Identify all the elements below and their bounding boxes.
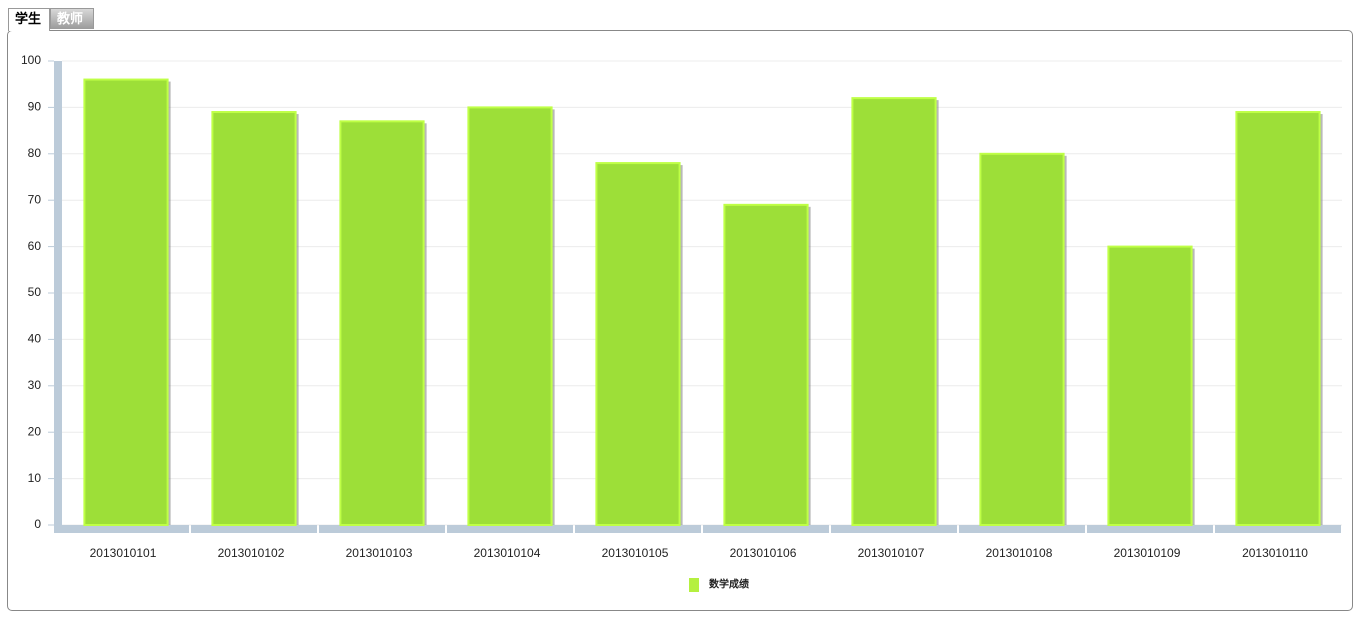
y-tick-label: 30	[28, 378, 42, 392]
y-tick-label: 70	[28, 192, 42, 206]
x-axis-bar	[319, 525, 445, 533]
x-tick-label: 2013010109	[1114, 546, 1181, 560]
bar	[1107, 245, 1193, 526]
bar	[595, 162, 681, 527]
y-tick-label: 10	[28, 471, 42, 485]
x-tick-label: 2013010106	[730, 546, 797, 560]
x-axis-bar	[575, 525, 701, 533]
x-axis-bar	[1087, 525, 1213, 533]
x-tick-label: 2013010105	[602, 546, 669, 560]
x-axis-bar	[703, 525, 829, 533]
bar	[851, 97, 937, 527]
y-tick-label: 20	[28, 424, 42, 438]
bar	[979, 152, 1065, 527]
bar	[723, 203, 809, 526]
x-tick-label: 2013010103	[346, 546, 413, 560]
bar	[83, 78, 169, 526]
x-tick-label: 2013010104	[474, 546, 541, 560]
tab[interactable]: 学生	[8, 8, 50, 31]
x-tick-label: 2013010101	[90, 546, 157, 560]
bar	[211, 111, 297, 526]
y-tick-label: 50	[28, 285, 42, 299]
x-tick-label: 2013010107	[858, 546, 925, 560]
y-tick-label: 40	[28, 332, 42, 346]
x-axis-bar	[447, 525, 573, 533]
y-tick-label: 100	[21, 53, 41, 67]
x-axis-bar	[54, 525, 189, 533]
y-tick-label: 80	[28, 146, 42, 160]
x-tick-label: 2013010102	[218, 546, 285, 560]
legend-label: 数学成绩	[709, 578, 749, 591]
legend-swatch	[689, 578, 699, 592]
x-tick-label: 2013010110	[1242, 546, 1308, 560]
y-tick-label: 0	[34, 517, 41, 531]
x-tick-label: 2013010108	[986, 546, 1053, 560]
x-axis-bar	[191, 525, 317, 533]
x-axis-bar	[831, 525, 957, 533]
y-tick-label: 60	[28, 239, 42, 253]
bar	[1235, 111, 1321, 526]
y-axis-bar	[54, 61, 62, 533]
bar	[467, 106, 553, 527]
tab[interactable]: 教师	[50, 8, 94, 29]
x-axis-bar	[959, 525, 1085, 533]
y-tick-label: 90	[28, 100, 42, 114]
bar	[339, 120, 425, 526]
x-axis-bar	[1215, 525, 1341, 533]
panel	[7, 30, 1353, 611]
